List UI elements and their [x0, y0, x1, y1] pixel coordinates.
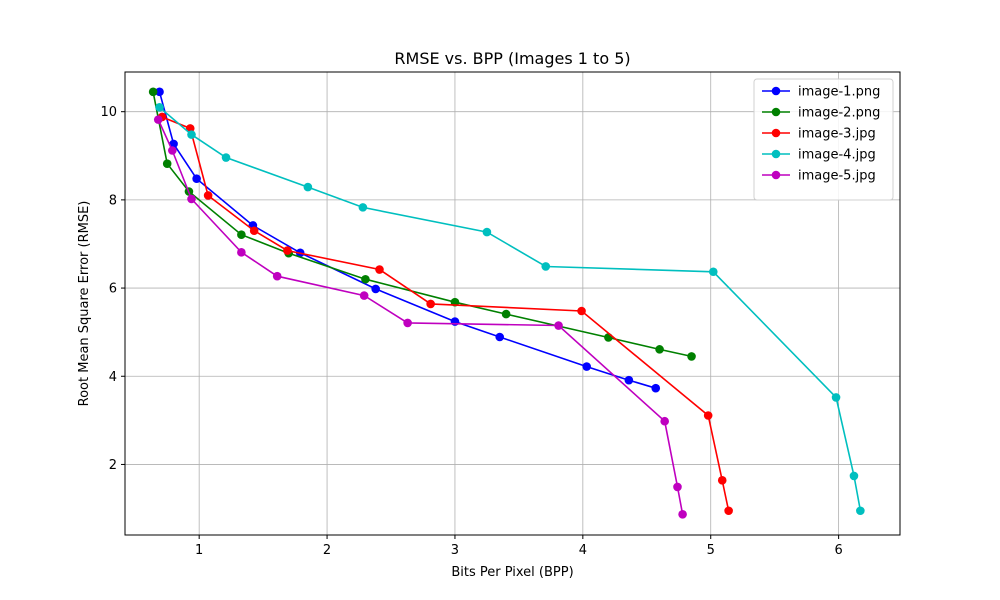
data-point	[501, 309, 511, 319]
series-image-2.png	[148, 87, 696, 361]
legend-item: image-5.jpg	[762, 169, 876, 184]
y-axis-label: Root Mean Square Error (RMSE)	[77, 201, 92, 407]
data-point	[237, 230, 246, 240]
x-tick-label: 3	[451, 543, 459, 558]
data-point	[371, 284, 380, 294]
data-point	[303, 182, 313, 192]
y-tick-label: 6	[109, 282, 117, 297]
plot-area-frame	[124, 71, 901, 536]
data-point	[237, 248, 246, 257]
x-tick-label: 4	[579, 543, 587, 558]
data-point	[403, 318, 412, 328]
data-point	[155, 102, 164, 112]
legend-label: image-3.jpg	[798, 127, 876, 142]
data-point	[482, 227, 492, 237]
data-point	[678, 509, 687, 519]
legend-marker	[771, 149, 781, 159]
data-point	[577, 306, 586, 316]
legend-marker	[771, 170, 781, 180]
data-point	[221, 153, 231, 162]
legend-marker	[771, 107, 781, 117]
series-image-5.jpg	[153, 115, 687, 519]
y-tick-label: 4	[109, 370, 117, 385]
legend: image-1.png image-2.png image-3.jpg image-4…	[753, 78, 894, 201]
data-point	[187, 130, 196, 139]
data-point	[849, 471, 859, 481]
data-point	[450, 317, 460, 326]
legend-item: image-3.jpg	[762, 127, 876, 142]
data-point	[249, 226, 259, 236]
y-tick-label: 10	[100, 105, 117, 120]
data-point	[831, 393, 841, 402]
series-layer	[148, 87, 865, 519]
legend-box	[753, 78, 894, 201]
legend-label: image-4.jpg	[798, 148, 876, 163]
legend-item: image-1.png	[762, 85, 880, 100]
x-tick-label: 2	[323, 543, 331, 558]
data-point	[624, 375, 634, 385]
series-line	[161, 116, 730, 511]
chart-title: RMSE vs. BPP (Images 1 to 5)	[394, 49, 630, 68]
legend-item: image-4.jpg	[762, 148, 876, 163]
data-point	[856, 506, 865, 516]
legend-marker	[771, 128, 781, 138]
data-point	[660, 416, 669, 426]
data-point	[673, 482, 682, 492]
data-point	[375, 265, 384, 274]
series-image-1.png	[155, 87, 661, 393]
y-tick-label: 8	[109, 193, 117, 208]
data-point	[153, 115, 163, 124]
data-point	[192, 174, 201, 184]
x-tick-label: 5	[707, 543, 715, 558]
legend-marker	[771, 86, 781, 96]
data-point	[717, 476, 727, 485]
data-point	[168, 146, 177, 155]
data-point	[272, 271, 282, 281]
data-point	[541, 262, 551, 271]
legend-item: image-2.png	[762, 106, 880, 121]
data-point	[203, 191, 213, 200]
series-image-3.jpg	[157, 112, 733, 516]
series-image-4.jpg	[155, 102, 865, 516]
series-line	[152, 91, 692, 358]
legend-label: image-5.jpg	[798, 169, 876, 184]
x-tick-label: 6	[834, 543, 842, 558]
data-point	[169, 139, 178, 149]
data-point	[703, 411, 713, 420]
data-point	[359, 291, 369, 300]
axis-ticks: 1 2 3 4 5 6 2 4 6 8 10	[100, 105, 842, 558]
data-point	[687, 352, 696, 361]
x-tick-label: 1	[195, 543, 203, 558]
data-point	[358, 203, 368, 212]
data-point	[361, 274, 370, 284]
data-point	[651, 383, 661, 393]
data-point	[655, 345, 664, 354]
data-point	[582, 362, 591, 371]
data-point	[604, 333, 613, 342]
data-point	[724, 506, 733, 516]
data-point	[283, 246, 292, 255]
data-point	[495, 332, 505, 342]
data-point	[148, 87, 158, 97]
x-axis-label: Bits Per Pixel (BPP)	[451, 565, 573, 580]
y-tick-label: 2	[109, 458, 117, 473]
data-point	[162, 159, 172, 169]
series-line	[158, 91, 656, 389]
data-point	[554, 321, 563, 330]
legend-label: image-2.png	[798, 106, 880, 121]
data-point	[155, 87, 164, 97]
data-point	[708, 267, 718, 277]
data-point	[426, 299, 435, 309]
series-line	[157, 119, 684, 515]
legend-label: image-1.png	[798, 85, 880, 100]
data-point	[187, 194, 196, 204]
